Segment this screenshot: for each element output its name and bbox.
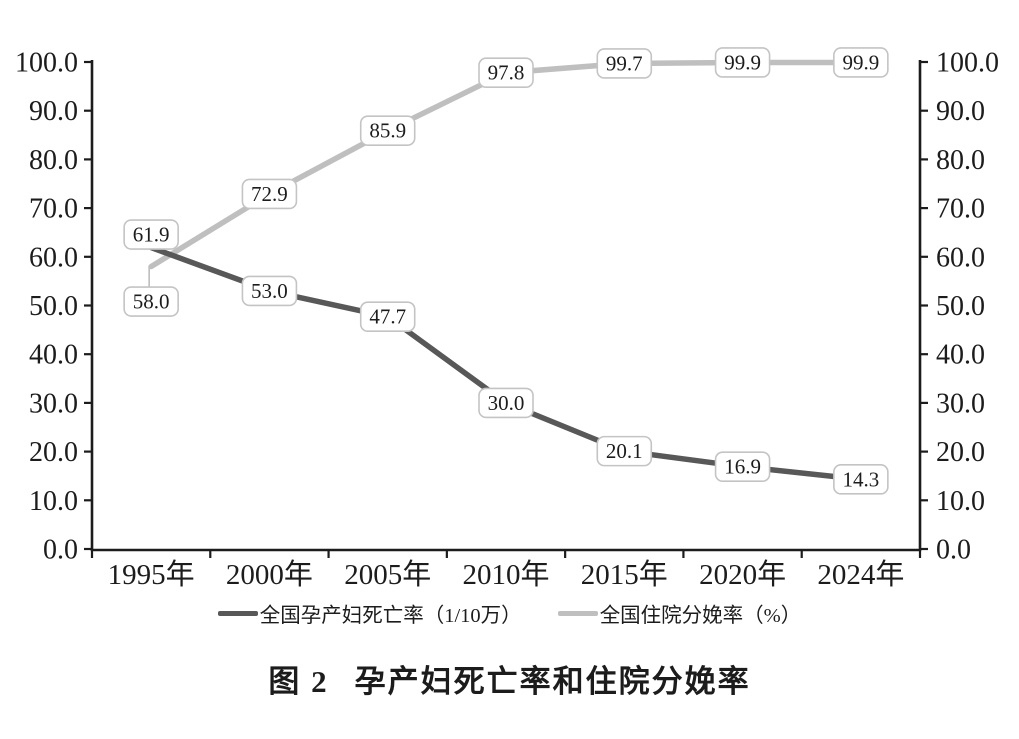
- legend-label-mortality: 全国孕产妇死亡率（1/10万）: [259, 605, 522, 627]
- svg-text:40.0: 40.0: [29, 340, 78, 371]
- series-line-1: [148, 59, 864, 270]
- figure-caption: 图 2 孕产妇死亡率和住院分娩率: [0, 656, 1019, 701]
- svg-text:20.0: 20.0: [936, 437, 985, 468]
- svg-text:2000年: 2000年: [226, 558, 313, 591]
- svg-text:20.0: 20.0: [29, 437, 78, 468]
- figure-number: 图 2: [268, 664, 329, 699]
- data-label-box: [359, 115, 416, 146]
- data-label-value: 61.9: [133, 223, 170, 247]
- svg-text:50.0: 50.0: [29, 291, 78, 322]
- svg-text:50.0: 50.0: [936, 291, 985, 322]
- axes: [90, 60, 922, 552]
- data-label-value: 14.3: [842, 467, 879, 491]
- svg-text:60.0: 60.0: [936, 242, 985, 273]
- data-label-box: [478, 387, 534, 419]
- svg-text:100.0: 100.0: [936, 48, 999, 79]
- data-label-box: [714, 47, 771, 78]
- data-label-box: [359, 301, 416, 333]
- dual-axis-line-chart: 0.0 0.0 10.0 10.0 20.0 20.0 30.0 30.0 40.0 40.0 50…: [15, 47, 999, 591]
- svg-text:2005年: 2005年: [344, 558, 431, 591]
- data-label-value: 53.0: [251, 279, 288, 303]
- data-label-box: [123, 286, 179, 317]
- x-axis-tick-labels: 1995年 2000年 2005年 2010年 2015年 2020年 2024年: [108, 558, 905, 591]
- legend-item-mortality: 全国孕产妇死亡率（1/10万）: [217, 598, 522, 628]
- svg-text:10.0: 10.0: [936, 486, 985, 517]
- data-label-value: 20.1: [606, 439, 643, 463]
- data-label-box: [241, 275, 298, 307]
- data-label-value: 99.9: [842, 50, 879, 74]
- y-axis-tick-labels: 0.0 0.0 10.0 10.0 20.0 20.0 30.0 30.0 40.0 40.0 50…: [15, 48, 999, 566]
- data-label-value: 16.9: [724, 455, 761, 479]
- svg-text:10.0: 10.0: [29, 486, 78, 517]
- chart-legend: 全国孕产妇死亡率（1/10万） 全国住院分娩率（%）: [0, 598, 1019, 628]
- figure-title: 孕产妇死亡率和住院分娩率: [354, 664, 751, 699]
- svg-text:90.0: 90.0: [936, 96, 985, 127]
- legend-line-swatch-dark-icon: [217, 610, 258, 616]
- svg-text:2020年: 2020年: [699, 558, 786, 591]
- data-label-value: 58.0: [133, 290, 170, 314]
- svg-text:80.0: 80.0: [29, 145, 78, 176]
- svg-text:60.0: 60.0: [29, 242, 78, 273]
- data-label-value: 72.9: [251, 182, 288, 206]
- data-label-box: [478, 57, 534, 89]
- svg-text:30.0: 30.0: [29, 388, 78, 419]
- svg-text:90.0: 90.0: [29, 96, 78, 127]
- data-label-value: 97.8: [488, 61, 525, 85]
- axis-ticks: [84, 60, 928, 558]
- svg-text:2015年: 2015年: [581, 558, 668, 591]
- svg-text:100.0: 100.0: [15, 48, 78, 79]
- legend-line-swatch-light-icon: [557, 610, 598, 616]
- data-label-box: [833, 47, 889, 78]
- data-label-box: [241, 178, 298, 210]
- data-label-box: [714, 451, 771, 482]
- data-label-box: [596, 48, 653, 79]
- svg-text:70.0: 70.0: [936, 194, 985, 225]
- svg-text:2010年: 2010年: [462, 558, 549, 591]
- data-label-value: 47.7: [369, 305, 406, 329]
- svg-text:0.0: 0.0: [43, 535, 78, 566]
- data-label-value: 30.0: [488, 391, 525, 415]
- svg-text:30.0: 30.0: [936, 388, 985, 419]
- svg-text:2024年: 2024年: [817, 558, 904, 591]
- legend-label-delivery: 全国住院分娩率（%）: [599, 605, 802, 627]
- data-label-box: [123, 219, 179, 250]
- svg-text:1995年: 1995年: [108, 558, 195, 591]
- data-label-value: 99.9: [724, 50, 761, 74]
- legend-item-delivery: 全国住院分娩率（%）: [557, 598, 802, 628]
- data-labels: 61.9 53.0 47.7 30.0 20.1 16.9 14.3 58.0 72.9 85.9…: [123, 47, 889, 495]
- svg-text:40.0: 40.0: [936, 340, 985, 371]
- data-label-value: 85.9: [369, 119, 406, 143]
- data-label-value: 99.7: [606, 51, 643, 75]
- svg-text:80.0: 80.0: [936, 145, 985, 176]
- svg-text:70.0: 70.0: [29, 194, 78, 225]
- data-label-box: [833, 464, 889, 495]
- svg-text:0.0: 0.0: [936, 535, 971, 566]
- data-label-box: [596, 435, 653, 467]
